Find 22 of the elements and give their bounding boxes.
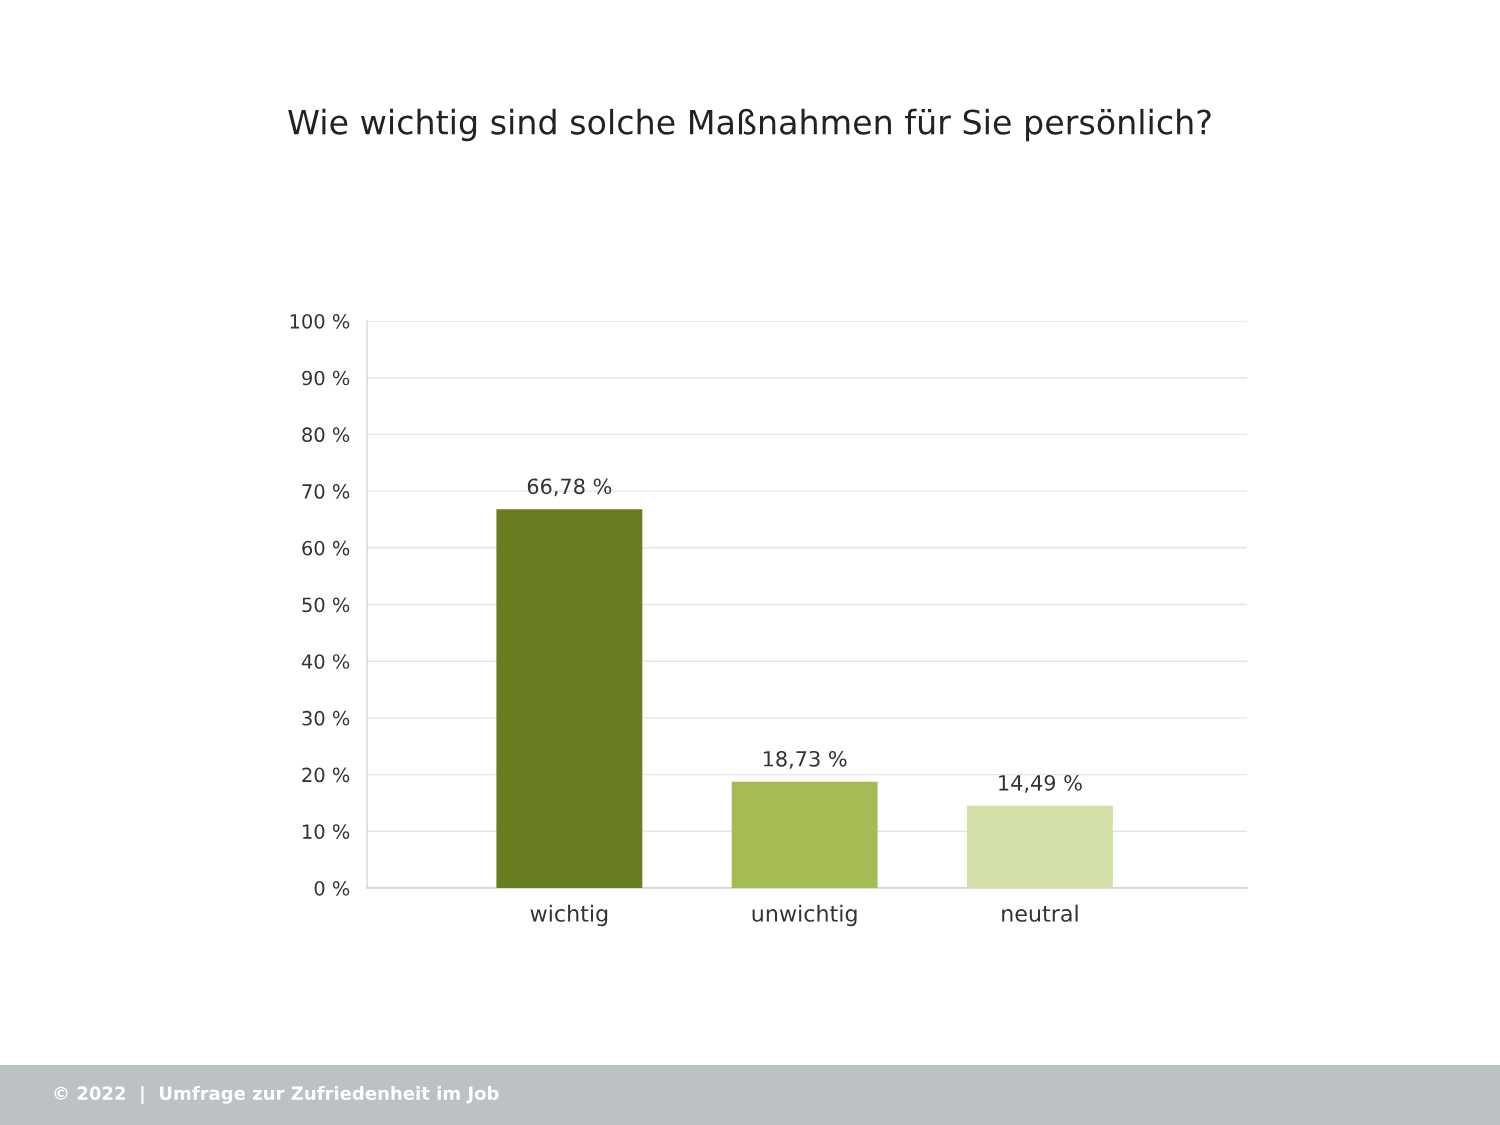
x-tick-label: neutral xyxy=(1002,904,1078,922)
y-tick-label: 40 % xyxy=(301,654,350,669)
y-tick-label: 60 % xyxy=(302,540,350,556)
bar xyxy=(731,781,878,888)
y-tick-label: 70 % xyxy=(302,484,350,499)
y-tick-label: 20 % xyxy=(302,767,350,783)
x-tick-label: unwichtig xyxy=(752,904,857,927)
y-tick-label: 80 % xyxy=(302,427,350,443)
data-label: 66,78 % xyxy=(527,478,612,497)
y-tick-label: 100 % xyxy=(290,313,350,329)
y-tick-label: 90 % xyxy=(302,370,350,386)
chart-title: Wie wichtig sind solche Maßnahmen für Sie persönlich? xyxy=(288,108,1211,142)
data-label: 18,73 % xyxy=(763,750,847,769)
bar xyxy=(967,805,1113,888)
data-label: 14,49 % xyxy=(999,774,1082,793)
y-tick-label: 50 % xyxy=(302,597,350,613)
x-tick-label: wichtig xyxy=(530,904,608,927)
y-tick-label: 10 % xyxy=(303,824,350,839)
text: © 2022 | Umfrage zur Zufriedenheit im Job xyxy=(54,1085,499,1105)
y-tick-label: 0 % xyxy=(314,880,350,896)
y-tick-label: 30 % xyxy=(302,710,350,726)
bar xyxy=(496,509,643,888)
